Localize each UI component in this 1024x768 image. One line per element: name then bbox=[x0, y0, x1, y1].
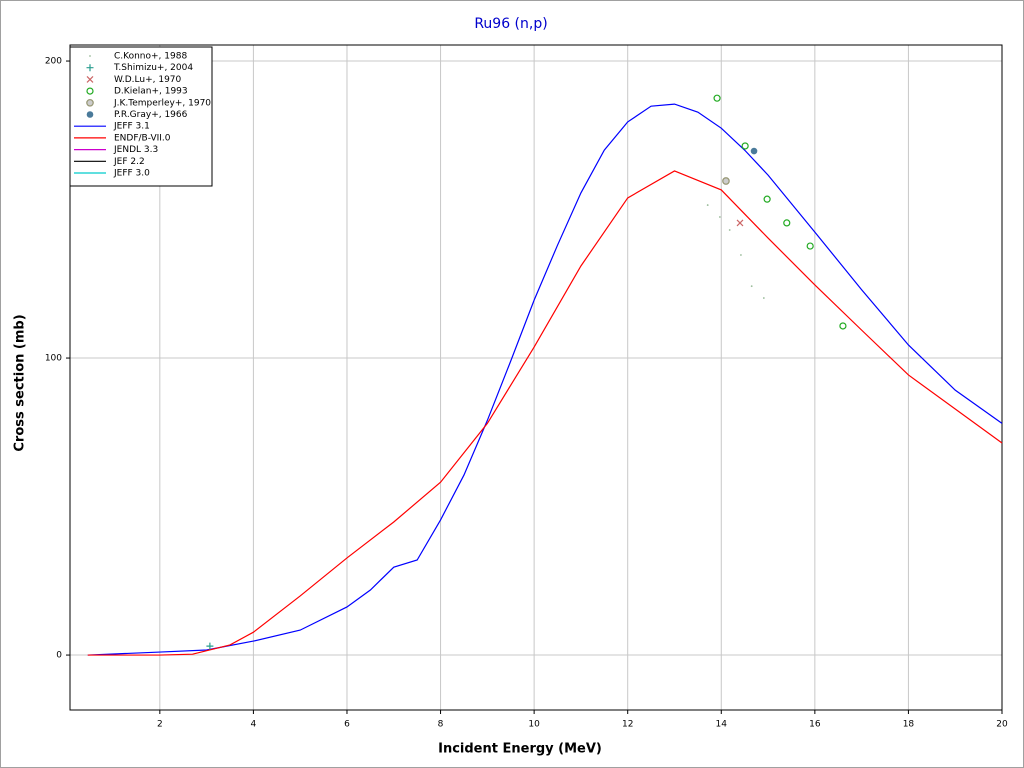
point bbox=[728, 229, 731, 231]
legend-swatch bbox=[89, 55, 91, 57]
y-tick-label: 100 bbox=[45, 354, 62, 364]
legend-label: T.Shimizu+, 2004 bbox=[113, 63, 193, 73]
legend-swatch bbox=[86, 87, 94, 95]
point bbox=[783, 219, 791, 227]
legend-label: W.D.Lu+, 1970 bbox=[114, 75, 182, 85]
point bbox=[750, 285, 753, 288]
x-tick-label: 6 bbox=[344, 720, 350, 730]
point bbox=[839, 322, 847, 330]
chart-title: Ru96 (n,p) bbox=[474, 16, 547, 32]
legend-swatch bbox=[86, 111, 94, 118]
legend-label: JEF 2.2 bbox=[113, 157, 145, 167]
x-tick-label: 18 bbox=[903, 720, 915, 730]
point bbox=[806, 242, 814, 250]
x-tick-label: 8 bbox=[438, 720, 444, 730]
legend-box bbox=[69, 46, 213, 187]
point bbox=[750, 147, 758, 155]
x-tick-label: 20 bbox=[996, 720, 1008, 730]
y-tick-label: 0 bbox=[56, 651, 62, 661]
point bbox=[763, 195, 771, 203]
legend-label: D.Kielan+, 1993 bbox=[114, 87, 188, 97]
point bbox=[718, 216, 721, 218]
point bbox=[206, 642, 214, 650]
x-tick-label: 14 bbox=[716, 720, 728, 730]
y-axis-label: Cross section (mb) bbox=[13, 314, 28, 451]
plot-area bbox=[70, 45, 1002, 710]
x-tick-label: 4 bbox=[251, 720, 257, 730]
point bbox=[736, 219, 744, 227]
x-tick-label: 10 bbox=[528, 720, 540, 730]
legend-label: P.R.Gray+, 1966 bbox=[114, 110, 188, 120]
point bbox=[713, 94, 721, 102]
point bbox=[740, 254, 742, 256]
curve bbox=[87, 170, 1003, 656]
plot-border bbox=[69, 44, 1003, 711]
legend-label: J.K.Temperley+, 1970 bbox=[113, 98, 211, 108]
legend-label: ENDF/B-VII.0 bbox=[114, 133, 171, 143]
legend-swatch bbox=[86, 64, 94, 72]
curve bbox=[87, 103, 1003, 656]
point bbox=[741, 142, 749, 150]
legend-label: JEFF 3.0 bbox=[113, 169, 150, 179]
point bbox=[762, 297, 765, 299]
y-tick-label: 200 bbox=[45, 57, 62, 67]
legend-label: JENDL 3.3 bbox=[113, 145, 158, 155]
point bbox=[706, 204, 709, 206]
point bbox=[722, 177, 730, 185]
x-tick-label: 16 bbox=[809, 720, 821, 730]
legend-swatch bbox=[86, 98, 94, 107]
x-axis-label: Incident Energy (MeV) bbox=[438, 742, 602, 757]
legend-label: JEFF 3.1 bbox=[113, 122, 150, 132]
legend-swatch bbox=[86, 75, 94, 83]
x-tick-label: 2 bbox=[157, 720, 163, 730]
x-tick-label: 12 bbox=[622, 720, 633, 730]
legend-label: C.Konno+, 1988 bbox=[114, 52, 187, 62]
